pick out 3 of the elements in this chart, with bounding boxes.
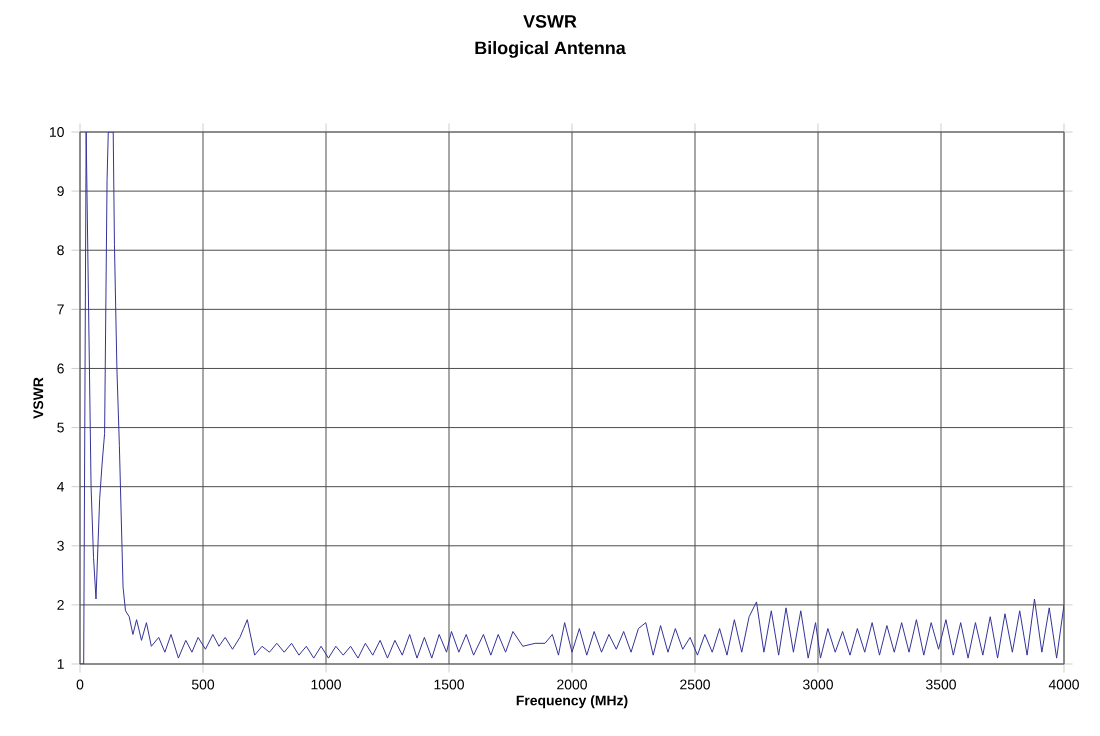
chart-title: VSWR xyxy=(523,15,577,28)
line-series xyxy=(80,132,1065,665)
chart-subtitle: Bilogical Antenna xyxy=(475,41,626,58)
